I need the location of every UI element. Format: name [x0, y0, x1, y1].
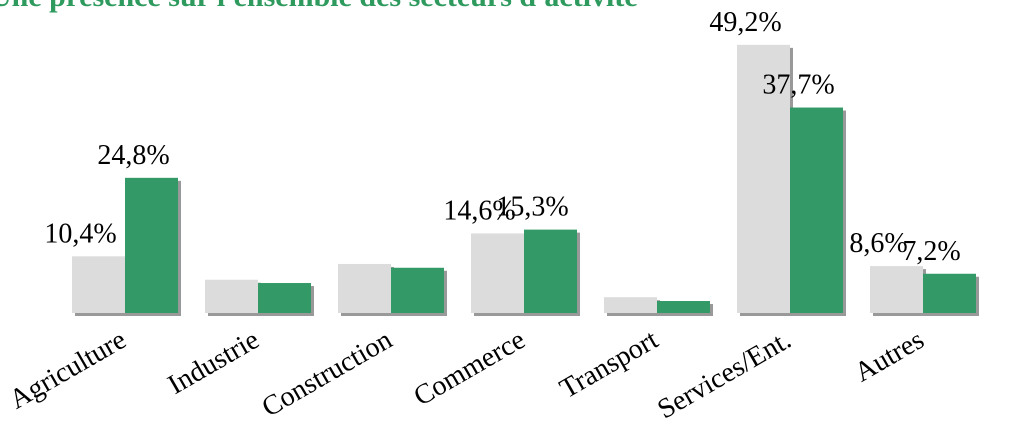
x-tick-label: Transport	[555, 324, 664, 405]
bar	[391, 267, 444, 313]
x-tick-label: Agriculture	[4, 324, 131, 415]
bar	[524, 229, 577, 313]
bar	[923, 273, 976, 313]
bar	[258, 283, 311, 313]
bar	[338, 263, 391, 313]
bar	[205, 279, 258, 313]
x-tick-label: Construction	[257, 324, 398, 423]
bar	[737, 44, 790, 314]
value-label: 10,4%	[44, 218, 116, 249]
x-tick-label: Commerce	[409, 324, 531, 412]
bar	[657, 301, 710, 313]
x-tick-label: Industrie	[163, 324, 265, 401]
x-tick-label: Services/Ent.	[652, 324, 796, 425]
bar	[125, 177, 178, 313]
bar	[604, 297, 657, 313]
value-label: 49,2%	[709, 7, 781, 38]
bar	[72, 256, 125, 313]
x-tick-label: Autres	[849, 324, 929, 388]
value-label: 24,8%	[97, 140, 169, 171]
value-label: 37,7%	[762, 70, 834, 101]
chart-title: Une présence sur l'ensemble des secteurs…	[0, 0, 638, 13]
value-label: 7,2%	[902, 236, 960, 267]
bar	[471, 233, 524, 313]
bar	[870, 266, 923, 313]
value-label: 8,6%	[849, 228, 907, 259]
bar	[790, 107, 843, 313]
value-label: 14,6%	[443, 195, 515, 226]
value-label: 15,3%	[496, 192, 568, 223]
